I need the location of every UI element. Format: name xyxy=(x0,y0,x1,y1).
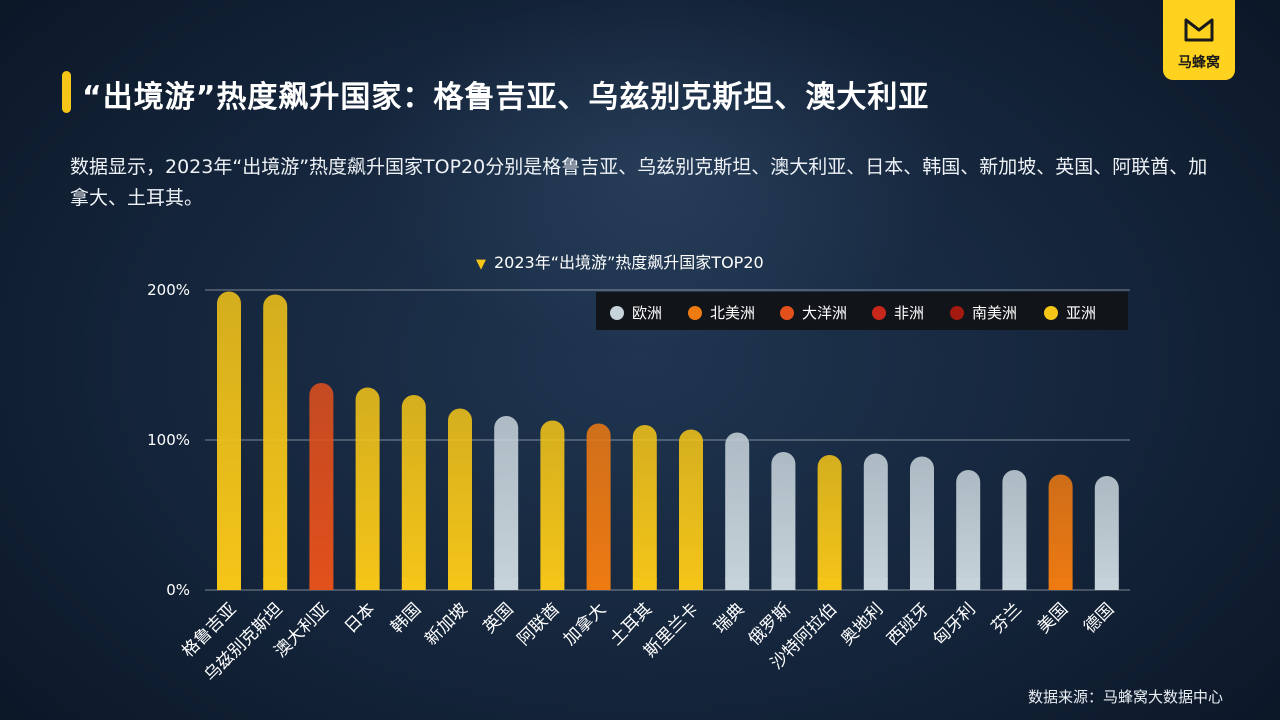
bar-base xyxy=(956,578,981,590)
legend-item: 亚洲 xyxy=(1044,302,1096,323)
chart-legend: 欧洲 北美洲 大洋洲 非洲 南美洲 亚洲 xyxy=(596,292,1128,330)
bar-base xyxy=(401,578,426,590)
legend-item: 欧洲 xyxy=(610,302,662,323)
legend-label: 大洋洲 xyxy=(802,304,848,322)
page-title: “出境游”热度飙升国家：格鲁吉亚、乌兹别克斯坦、澳大利亚 xyxy=(82,80,930,115)
triangle-down-icon: ▼ xyxy=(476,257,486,272)
bar-新加坡 xyxy=(448,408,472,590)
y-tick-label: 100% xyxy=(147,431,190,449)
bar-阿联酋 xyxy=(540,420,565,590)
chart-title-text: 2023年“出境游”热度飙升国家TOP20 xyxy=(494,253,764,272)
bar-匈牙利 xyxy=(956,470,981,590)
bar-韩国 xyxy=(401,395,426,590)
bar-澳大利亚 xyxy=(309,383,334,590)
bar-base xyxy=(679,578,703,590)
x-tick-label: 瑞典 xyxy=(711,599,749,637)
bar-base xyxy=(1002,578,1027,590)
bar-base xyxy=(263,578,288,590)
legend-label: 北美洲 xyxy=(710,304,756,322)
x-tick-label: 西班牙 xyxy=(883,599,933,649)
bar-base xyxy=(355,578,380,590)
legend-item: 大洋洲 xyxy=(780,302,847,323)
logo-text: 马蜂窝 xyxy=(1178,55,1220,71)
legend-swatch xyxy=(1044,306,1058,320)
bar-base xyxy=(771,578,796,590)
bar-base xyxy=(863,578,888,590)
bar-斯里兰卡 xyxy=(679,429,703,590)
bar-德国 xyxy=(1094,476,1119,590)
bar-base xyxy=(910,578,934,590)
source-note: 数据来源：马蜂窝大数据中心 xyxy=(1028,688,1224,706)
bar-芬兰 xyxy=(1002,470,1027,590)
x-tick-label: 奥地利 xyxy=(837,599,887,649)
legend-label: 亚洲 xyxy=(1066,304,1097,322)
legend-item: 南美洲 xyxy=(950,302,1017,323)
legend-item: 北美洲 xyxy=(688,302,755,323)
legend-label: 南美洲 xyxy=(972,304,1018,322)
legend-swatch xyxy=(688,306,702,320)
bar-乌兹别克斯坦 xyxy=(263,294,288,590)
legend-label: 欧洲 xyxy=(632,304,663,322)
y-tick-label: 200% xyxy=(147,281,190,299)
bar-瑞典 xyxy=(725,432,750,590)
bar-日本 xyxy=(355,387,380,590)
bar-base xyxy=(494,578,519,590)
legend-swatch xyxy=(780,306,794,320)
bar-base xyxy=(540,578,565,590)
bar-base xyxy=(586,578,611,590)
bar-奥地利 xyxy=(863,453,888,590)
chart-title: ▼ 2023年“出境游”热度飙升国家TOP20 xyxy=(476,249,764,273)
y-tick-label: 0% xyxy=(166,581,190,599)
bar-base xyxy=(817,578,842,590)
x-tick-label: 美国 xyxy=(1034,599,1072,637)
bar-美国 xyxy=(1048,474,1073,590)
legend-swatch xyxy=(610,306,624,320)
bar-base xyxy=(1048,578,1073,590)
intro-text: 数据显示，2023年“出境游”热度飙升国家TOP20分别是格鲁吉亚、乌兹别克斯坦… xyxy=(70,156,1208,209)
x-tick-label: 英国 xyxy=(480,599,518,637)
x-tick-label: 新加坡 xyxy=(421,599,471,649)
bar-格鲁吉亚 xyxy=(217,291,241,590)
logo-m-icon xyxy=(1184,18,1214,42)
x-tick-label: 阿联酋 xyxy=(514,599,564,649)
bar-base xyxy=(309,578,334,590)
bar-base xyxy=(632,578,657,590)
x-tick-label: 匈牙利 xyxy=(930,599,980,649)
bar-base xyxy=(448,578,472,590)
legend-swatch xyxy=(950,306,964,320)
bar-沙特阿拉伯 xyxy=(817,455,842,590)
x-tick-label: 韩国 xyxy=(387,599,425,637)
bar-加拿大 xyxy=(586,423,611,590)
bar-英国 xyxy=(494,416,519,590)
bar-base xyxy=(217,578,241,590)
bar-base xyxy=(1094,578,1119,590)
title-accent-bar xyxy=(62,71,71,113)
bar-土耳其 xyxy=(632,425,657,590)
x-tick-label: 日本 xyxy=(341,599,379,637)
x-tick-label: 芬兰 xyxy=(988,599,1026,637)
bar-base xyxy=(725,578,750,590)
brand-logo: 马蜂窝 xyxy=(1163,0,1235,80)
legend-label: 非洲 xyxy=(894,304,925,322)
bar-俄罗斯 xyxy=(771,452,796,590)
legend-item: 非洲 xyxy=(872,302,924,323)
x-tick-label: 德国 xyxy=(1080,599,1118,637)
x-tick-label: 加拿大 xyxy=(559,599,610,650)
legend-swatch xyxy=(872,306,886,320)
bar-西班牙 xyxy=(910,456,934,590)
